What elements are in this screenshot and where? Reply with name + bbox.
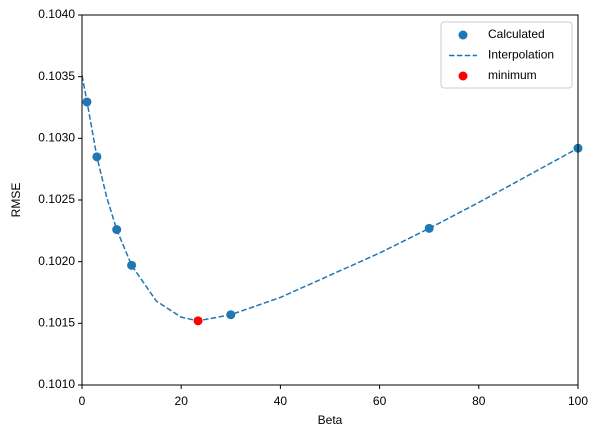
y-tick-label: 0.1010 (38, 377, 75, 391)
y-tick-label: 0.1015 (38, 316, 75, 330)
x-axis-label: Beta (318, 413, 343, 427)
legend-marker (458, 30, 468, 40)
legend-label: minimum (488, 68, 537, 82)
point (226, 310, 236, 320)
legend-label: Calculated (488, 27, 545, 41)
point (127, 260, 137, 270)
legend-marker (458, 71, 468, 81)
x-tick-label: 40 (274, 394, 288, 408)
point (424, 223, 434, 233)
y-tick-label: 0.1040 (38, 7, 75, 21)
x-tick-label: 0 (79, 394, 86, 408)
point (112, 225, 122, 235)
y-tick-label: 0.1020 (38, 254, 75, 268)
x-tick-label: 80 (472, 394, 486, 408)
x-tick-label: 100 (568, 394, 588, 408)
y-axis-label: RMSE (9, 183, 23, 218)
x-tick-label: 20 (175, 394, 189, 408)
point (82, 97, 92, 107)
y-tick-label: 0.1025 (38, 192, 75, 206)
legend-label: Interpolation (488, 48, 554, 62)
y-tick-label: 0.1035 (38, 69, 75, 83)
legend-box (440, 21, 573, 89)
point (193, 316, 203, 326)
plot-frame (81, 14, 579, 386)
y-tick-label: 0.1030 (38, 131, 75, 145)
point (92, 152, 102, 162)
x-tick-label: 60 (373, 394, 387, 408)
